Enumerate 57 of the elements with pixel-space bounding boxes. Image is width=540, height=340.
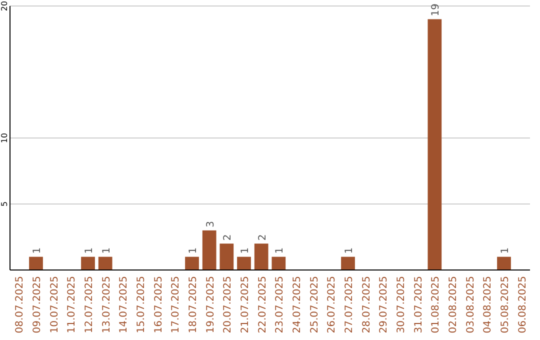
x-tick-label: 04.08.2025: [482, 276, 494, 334]
x-tick-label: 08.07.2025: [14, 276, 26, 334]
bar: [202, 230, 216, 270]
x-tick-label: 02.08.2025: [448, 276, 459, 334]
data-label: 1: [84, 247, 95, 254]
x-tick-label: 06.08.2025: [517, 276, 528, 334]
x-tick-label: 03.08.2025: [465, 276, 476, 334]
data-label: 1: [500, 247, 511, 254]
bar: [98, 256, 112, 270]
data-label: 19: [430, 3, 442, 16]
x-tick-label: 21.07.2025: [240, 276, 251, 334]
bar: [237, 256, 251, 270]
data-label: 2: [222, 234, 234, 241]
data-label: 3: [205, 221, 216, 228]
bar: [185, 256, 199, 270]
x-tick-label: 29.07.2025: [378, 276, 390, 334]
data-label: 1: [32, 247, 43, 254]
x-tick-label: 26.07.2025: [326, 276, 338, 334]
x-tick-label: 12.07.2025: [84, 276, 95, 334]
x-tick-label: 28.07.2025: [361, 276, 372, 334]
x-tick-label: 16.07.2025: [153, 276, 164, 334]
bar: [428, 19, 442, 270]
bar: [254, 244, 268, 270]
x-tick-label: 10.07.2025: [49, 276, 60, 334]
bar: [341, 256, 355, 270]
x-tick-label: 05.08.2025: [500, 276, 511, 334]
bar: [497, 256, 511, 270]
x-tick-label: 22.07.2025: [257, 276, 268, 334]
x-tick-label: 19.07.2025: [205, 276, 216, 334]
x-tick-label: 30.07.2025: [396, 276, 407, 334]
x-tick-label: 20.07.2025: [222, 276, 234, 334]
x-tick-label: 15.07.2025: [136, 276, 147, 334]
y-tick-label: 10: [0, 132, 9, 144]
x-tick-label: 31.07.2025: [413, 276, 424, 334]
data-label: 1: [274, 247, 286, 254]
bar: [81, 256, 95, 270]
x-tick-label: 01.08.2025: [430, 276, 442, 334]
x-tick-label: 25.07.2025: [309, 276, 320, 334]
x-tick-label: 13.07.2025: [101, 276, 112, 334]
data-label: 1: [344, 247, 355, 254]
bar: [29, 256, 43, 270]
x-tick-label: 09.07.2025: [32, 276, 43, 334]
data-label: 1: [188, 247, 199, 254]
x-tick-label: 27.07.2025: [344, 276, 355, 334]
data-label: 1: [240, 247, 251, 254]
x-tick-label: 24.07.2025: [292, 276, 303, 334]
y-tick-label: 20: [0, 0, 9, 12]
x-tick-label: 17.07.2025: [170, 276, 182, 334]
y-tick-label: 5: [0, 201, 9, 207]
x-tick-label: 14.07.2025: [118, 276, 130, 334]
x-tick-label: 18.07.2025: [188, 276, 199, 334]
bar: [220, 244, 234, 270]
bar: [272, 256, 286, 270]
data-label: 1: [101, 247, 112, 254]
data-label: 2: [257, 234, 268, 241]
x-tick-label: 11.07.2025: [66, 276, 78, 334]
x-tick-label: 23.07.2025: [274, 276, 286, 334]
